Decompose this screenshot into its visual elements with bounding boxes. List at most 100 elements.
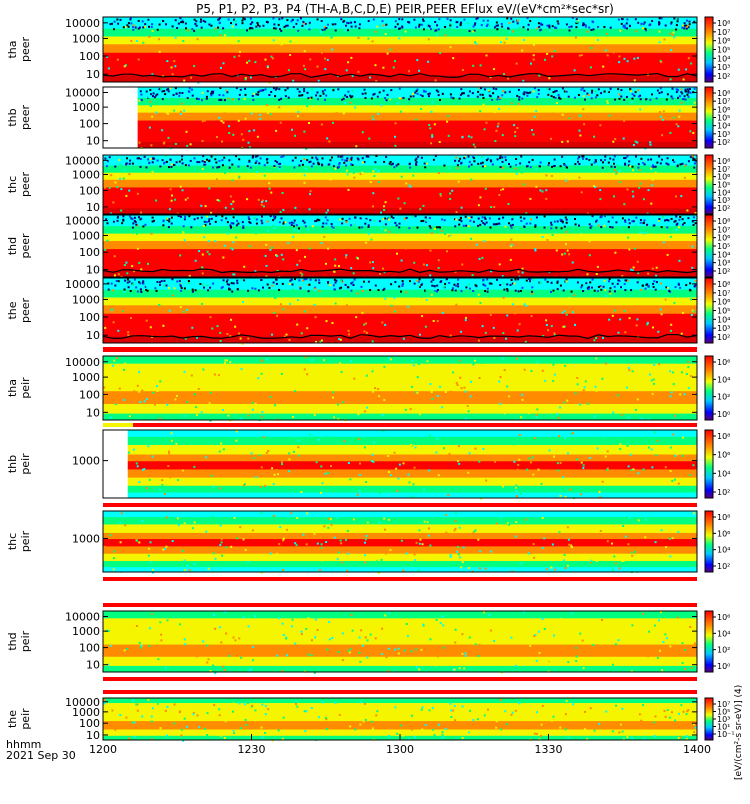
texture-speck bbox=[259, 485, 262, 488]
texture-speck bbox=[285, 333, 288, 336]
texture-speck bbox=[358, 490, 361, 493]
texture-speck bbox=[559, 406, 561, 409]
texture-speck bbox=[550, 718, 553, 720]
texture-speck bbox=[294, 134, 296, 137]
texture-speck bbox=[243, 265, 246, 268]
texture-speck bbox=[626, 188, 629, 191]
texture-speck bbox=[371, 460, 373, 462]
texture-speck bbox=[143, 155, 146, 158]
texture-speck bbox=[684, 88, 687, 91]
texture-speck bbox=[629, 88, 632, 90]
texture-speck bbox=[552, 363, 555, 366]
texture-speck bbox=[469, 179, 472, 182]
texture-speck bbox=[125, 64, 127, 67]
texture-speck bbox=[374, 30, 377, 33]
texture-speck bbox=[339, 338, 342, 341]
texture-speck bbox=[579, 559, 582, 561]
texture-speck bbox=[219, 340, 222, 342]
texture-speck bbox=[126, 272, 129, 275]
texture-speck bbox=[658, 21, 660, 24]
colorbar bbox=[704, 355, 714, 421]
texture-speck bbox=[165, 23, 167, 26]
texture-speck bbox=[531, 129, 533, 131]
texture-speck bbox=[254, 155, 257, 158]
texture-speck bbox=[518, 458, 521, 461]
texture-speck bbox=[369, 633, 372, 636]
texture-speck bbox=[654, 715, 657, 718]
texture-speck bbox=[220, 219, 223, 222]
texture-speck bbox=[606, 540, 609, 543]
texture-speck bbox=[691, 266, 694, 269]
texture-speck bbox=[465, 316, 467, 319]
texture-speck bbox=[601, 536, 603, 539]
texture-speck bbox=[554, 565, 557, 567]
texture-speck bbox=[259, 117, 262, 120]
texture-speck bbox=[138, 390, 141, 393]
texture-speck bbox=[436, 320, 439, 323]
texture-speck bbox=[588, 26, 591, 29]
texture-speck bbox=[437, 267, 440, 269]
texture-speck bbox=[261, 199, 264, 202]
texture-speck bbox=[184, 164, 187, 167]
texture-speck bbox=[457, 445, 460, 448]
texture-speck bbox=[231, 731, 234, 733]
texture-speck bbox=[443, 285, 446, 288]
texture-speck bbox=[370, 378, 373, 381]
texture-speck bbox=[253, 217, 256, 220]
texture-speck bbox=[143, 400, 146, 403]
texture-speck bbox=[637, 278, 640, 281]
texture-speck bbox=[502, 332, 505, 335]
texture-speck bbox=[336, 558, 339, 561]
texture-speck bbox=[511, 282, 514, 285]
texture-speck bbox=[223, 244, 226, 247]
texture-speck bbox=[460, 566, 463, 569]
texture-speck bbox=[219, 30, 222, 33]
texture-speck bbox=[534, 224, 537, 227]
texture-speck bbox=[664, 615, 667, 618]
texture-speck bbox=[544, 58, 546, 61]
texture-speck bbox=[125, 261, 128, 264]
y-tick-label: 100 bbox=[79, 184, 100, 197]
texture-speck bbox=[409, 185, 412, 188]
texture-speck bbox=[322, 222, 325, 225]
texture-speck bbox=[132, 699, 135, 702]
texture-speck bbox=[185, 27, 187, 30]
texture-speck bbox=[208, 402, 211, 405]
colorbar bbox=[704, 697, 714, 741]
texture-speck bbox=[281, 644, 284, 647]
texture-speck bbox=[622, 25, 625, 28]
texture-speck bbox=[687, 26, 690, 29]
texture-speck bbox=[645, 109, 648, 112]
texture-speck bbox=[507, 77, 510, 80]
texture-speck bbox=[509, 637, 512, 640]
texture-speck bbox=[559, 165, 562, 168]
texture-speck bbox=[691, 220, 694, 223]
texture-speck bbox=[537, 630, 540, 633]
texture-speck bbox=[627, 465, 630, 468]
texture-speck bbox=[396, 732, 399, 735]
texture-speck bbox=[606, 32, 608, 35]
texture-speck bbox=[451, 41, 454, 43]
texture-speck bbox=[381, 627, 384, 630]
texture-speck bbox=[660, 707, 663, 710]
texture-speck bbox=[585, 282, 588, 285]
texture-speck bbox=[272, 87, 275, 90]
texture-speck bbox=[515, 664, 517, 667]
texture-speck bbox=[391, 100, 394, 103]
texture-speck bbox=[397, 477, 400, 480]
texture-speck bbox=[434, 289, 437, 292]
texture-speck bbox=[300, 491, 303, 493]
texture-speck bbox=[341, 98, 344, 101]
texture-speck bbox=[528, 161, 531, 164]
texture-speck bbox=[439, 622, 442, 625]
texture-speck bbox=[569, 488, 572, 491]
texture-speck bbox=[510, 238, 513, 241]
texture-speck bbox=[693, 310, 695, 313]
texture-speck bbox=[553, 373, 556, 376]
texture-speck bbox=[576, 377, 579, 379]
texture-speck bbox=[367, 226, 370, 228]
texture-speck bbox=[302, 20, 305, 23]
texture-speck bbox=[179, 283, 182, 286]
texture-speck bbox=[271, 467, 274, 470]
